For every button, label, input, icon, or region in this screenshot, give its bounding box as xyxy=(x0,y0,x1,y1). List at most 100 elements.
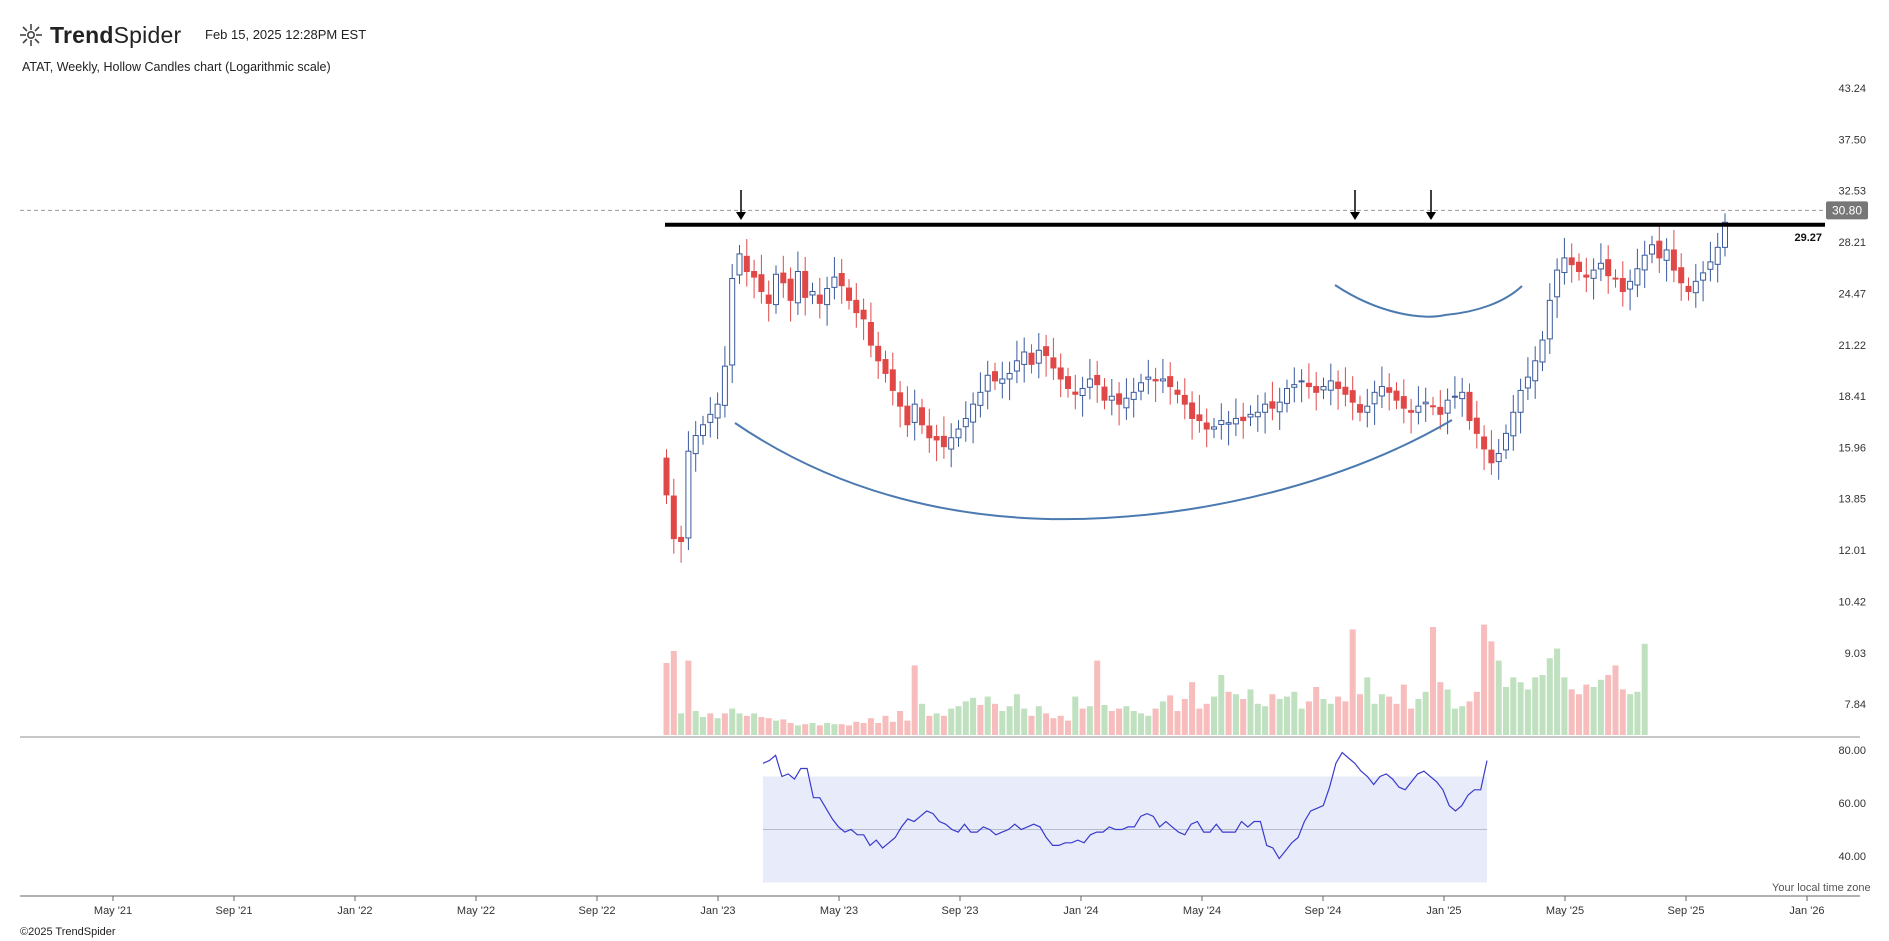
volume-bar xyxy=(663,663,670,735)
y-axis-tick-label: 21.22 xyxy=(1838,340,1866,352)
volume-bar xyxy=(787,723,794,735)
volume-bar xyxy=(670,651,677,735)
candle-body xyxy=(1400,396,1407,409)
candle-body xyxy=(678,536,685,543)
candle-body xyxy=(780,272,787,284)
y-axis-tick-label: 9.03 xyxy=(1845,648,1866,660)
candle-body xyxy=(1488,449,1495,464)
volume-bar xyxy=(1473,691,1480,735)
volume-bar xyxy=(1415,699,1422,735)
x-axis-tick-label: May '23 xyxy=(820,905,858,917)
volume-bar xyxy=(700,717,706,735)
candle-body xyxy=(1298,380,1305,383)
volume-bar xyxy=(1116,708,1123,735)
candle-body xyxy=(1481,436,1488,450)
volume-bar xyxy=(816,725,823,735)
cup-curve[interactable] xyxy=(734,419,1453,521)
candle-body xyxy=(685,450,692,539)
candle-body xyxy=(897,392,904,407)
volume-bar xyxy=(758,717,765,735)
x-axis-tick-label: Jan '26 xyxy=(1789,905,1824,917)
candle-body xyxy=(1276,401,1283,413)
volume-bar xyxy=(1459,706,1466,735)
volume-bar xyxy=(773,720,779,735)
volume-bar xyxy=(1013,694,1020,735)
copyright: ©2025 TrendSpider xyxy=(20,926,116,938)
volume-bar xyxy=(1576,694,1582,735)
candle-body xyxy=(867,322,874,346)
candle-body xyxy=(1554,269,1561,298)
candle-body xyxy=(853,299,860,314)
candle-body xyxy=(1138,382,1144,392)
volume-bar xyxy=(707,713,714,735)
volume-bar xyxy=(1035,706,1042,735)
candle-body xyxy=(736,253,743,276)
volume-bar xyxy=(743,715,750,735)
candle-body xyxy=(1291,384,1298,388)
candle-body xyxy=(1050,357,1057,369)
trendspider-logo-icon xyxy=(20,24,42,46)
candle-body xyxy=(773,273,779,306)
volume-bar xyxy=(802,724,809,735)
volume-bar xyxy=(1240,699,1247,735)
chart-timestamp: Feb 15, 2025 12:28PM EST xyxy=(205,27,367,42)
volume-bar xyxy=(1422,691,1429,735)
candle-body xyxy=(1707,261,1714,270)
volume-bar xyxy=(1590,687,1597,735)
volume-bar xyxy=(1488,641,1495,735)
volume-bar xyxy=(1174,711,1181,735)
y-axis-tick-label: 37.50 xyxy=(1838,134,1866,146)
volume-bar xyxy=(1627,694,1634,735)
chart-title: ATAT, Weekly, Hollow Candles chart (Loga… xyxy=(22,60,331,74)
volume-bar xyxy=(1262,706,1269,735)
x-axis-tick-label: Sep '24 xyxy=(1305,905,1342,917)
volume-bar xyxy=(1437,682,1444,735)
volume-bar xyxy=(1284,696,1290,735)
candle-body xyxy=(743,255,750,273)
candle-body xyxy=(1415,405,1422,413)
volume-bar xyxy=(1583,684,1590,735)
y-axis-tick-label: 7.84 xyxy=(1845,699,1866,711)
candle-body xyxy=(1692,280,1699,294)
candle-body xyxy=(1006,372,1013,380)
candle-body xyxy=(1086,378,1093,388)
candle-body xyxy=(1342,386,1349,395)
candle-body xyxy=(1130,391,1137,400)
candle-body xyxy=(977,391,984,406)
candle-body xyxy=(1203,422,1210,430)
candle-body xyxy=(765,294,772,304)
candle-body xyxy=(1437,406,1444,415)
volume-bar xyxy=(1167,695,1174,735)
volume-bar xyxy=(678,713,685,735)
candle-body xyxy=(1218,420,1225,426)
candle-body xyxy=(1378,386,1385,397)
candle-body xyxy=(714,403,721,419)
candle-body xyxy=(1240,416,1247,422)
x-axis-tick-label: May '22 xyxy=(457,905,495,917)
x-axis-tick-label: May '21 xyxy=(94,905,132,917)
candle-body xyxy=(911,403,918,423)
volume-bar xyxy=(1466,701,1473,735)
candle-body xyxy=(729,278,736,366)
x-axis-tick-label: Sep '25 xyxy=(1668,905,1705,917)
volume-bar xyxy=(780,719,787,735)
handle-curve[interactable] xyxy=(1334,284,1523,318)
candle-body xyxy=(1305,382,1312,388)
volume-bar xyxy=(962,701,969,735)
candle-body xyxy=(1013,360,1020,372)
volume-bar xyxy=(940,715,947,735)
candle-body xyxy=(1678,267,1685,284)
candle-body xyxy=(1065,376,1071,389)
volume-bar xyxy=(955,706,962,735)
candle-body xyxy=(751,271,758,278)
candle-body xyxy=(1444,399,1451,414)
candle-body xyxy=(692,435,699,455)
candle-body xyxy=(1649,244,1655,255)
volume-bar xyxy=(1561,677,1568,735)
x-axis-tick-label: May '25 xyxy=(1546,905,1584,917)
candle-body xyxy=(846,287,852,301)
volume-bar xyxy=(1189,682,1196,735)
volume-bar xyxy=(867,718,874,735)
y-axis-tick-label: 24.47 xyxy=(1838,288,1866,300)
